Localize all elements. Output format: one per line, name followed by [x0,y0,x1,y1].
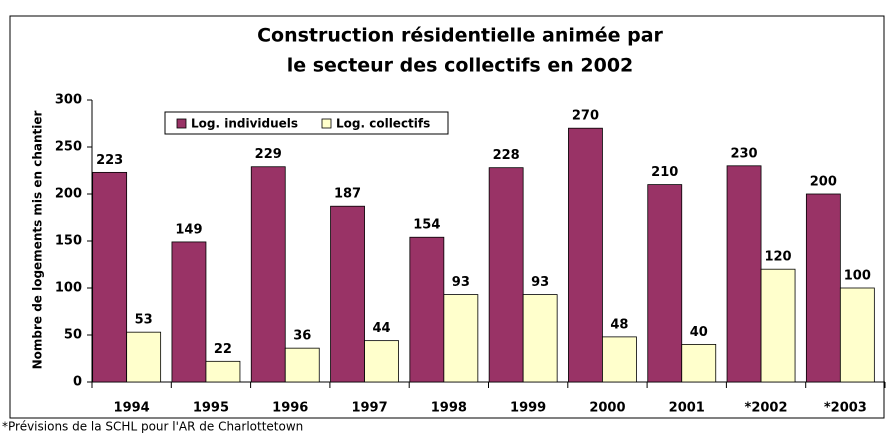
value-label: 22 [214,342,232,357]
bar [284,347,320,383]
y-axis-label: Nombre de logements mis en chantier [31,110,45,369]
value-label: 44 [373,321,391,336]
y-tick-label: 300 [55,93,82,108]
legend-box [164,111,449,135]
x-tick-label: 1999 [510,401,546,416]
legend-label: Log. individuels [191,117,298,131]
value-label: 120 [764,250,791,265]
value-label: 229 [255,147,282,162]
bar [443,294,479,383]
bar [839,287,875,383]
value-label: 53 [135,313,153,328]
bar [602,336,637,383]
x-tick-label: 2001 [669,401,705,416]
x-tick-label: 1998 [431,401,467,416]
x-tick-label: 1994 [114,401,150,416]
bar [171,241,207,383]
footnote: *Prévisions de la SCHL pour l'AR de Char… [2,420,303,434]
legend-swatch [176,118,187,129]
value-label: 228 [493,148,520,163]
y-tick-label: 150 [55,234,82,249]
value-label: 93 [452,275,470,290]
bar [409,236,445,383]
x-tick-label: *2003 [824,401,867,416]
bar [126,331,162,383]
value-label: 270 [572,109,599,124]
value-label: 93 [531,275,549,290]
chart-title: Construction résidentielle animée par [257,25,663,47]
value-label: 154 [413,218,440,233]
legend-swatch [321,118,332,129]
x-tick-label: 2000 [589,401,625,416]
value-label: 40 [690,325,708,340]
legend-label: Log. collectifs [336,117,430,131]
y-tick-label: 0 [73,375,82,390]
value-label: 100 [844,269,871,284]
value-label: 36 [293,329,311,344]
bar [250,166,286,383]
value-label: 48 [610,317,628,332]
y-tick-label: 250 [55,140,82,155]
x-tick-label: 1995 [193,401,229,416]
bar [330,205,365,383]
bar [205,360,241,383]
bar [647,184,683,383]
value-label: 200 [810,175,837,190]
x-tick-label: 1997 [351,401,387,416]
y-tick-label: 200 [55,187,82,202]
bar [568,127,603,383]
bar [92,171,128,383]
value-label: 210 [651,165,678,180]
x-tick-label: 1996 [272,401,308,416]
bar [364,340,399,383]
bar [726,165,762,383]
y-tick-label: 100 [55,281,82,296]
y-tick-label: 50 [64,328,82,343]
x-tick-label: *2002 [745,401,788,416]
value-label: 187 [334,187,361,202]
bar [760,268,796,383]
value-label: 149 [175,222,202,237]
bar [805,193,841,383]
bar [681,343,717,383]
chart-subtitle: le secteur des collectifs en 2002 [287,55,634,77]
value-label: 223 [96,153,123,168]
bar [488,167,524,383]
value-label: 230 [730,146,757,161]
bar [522,294,558,383]
